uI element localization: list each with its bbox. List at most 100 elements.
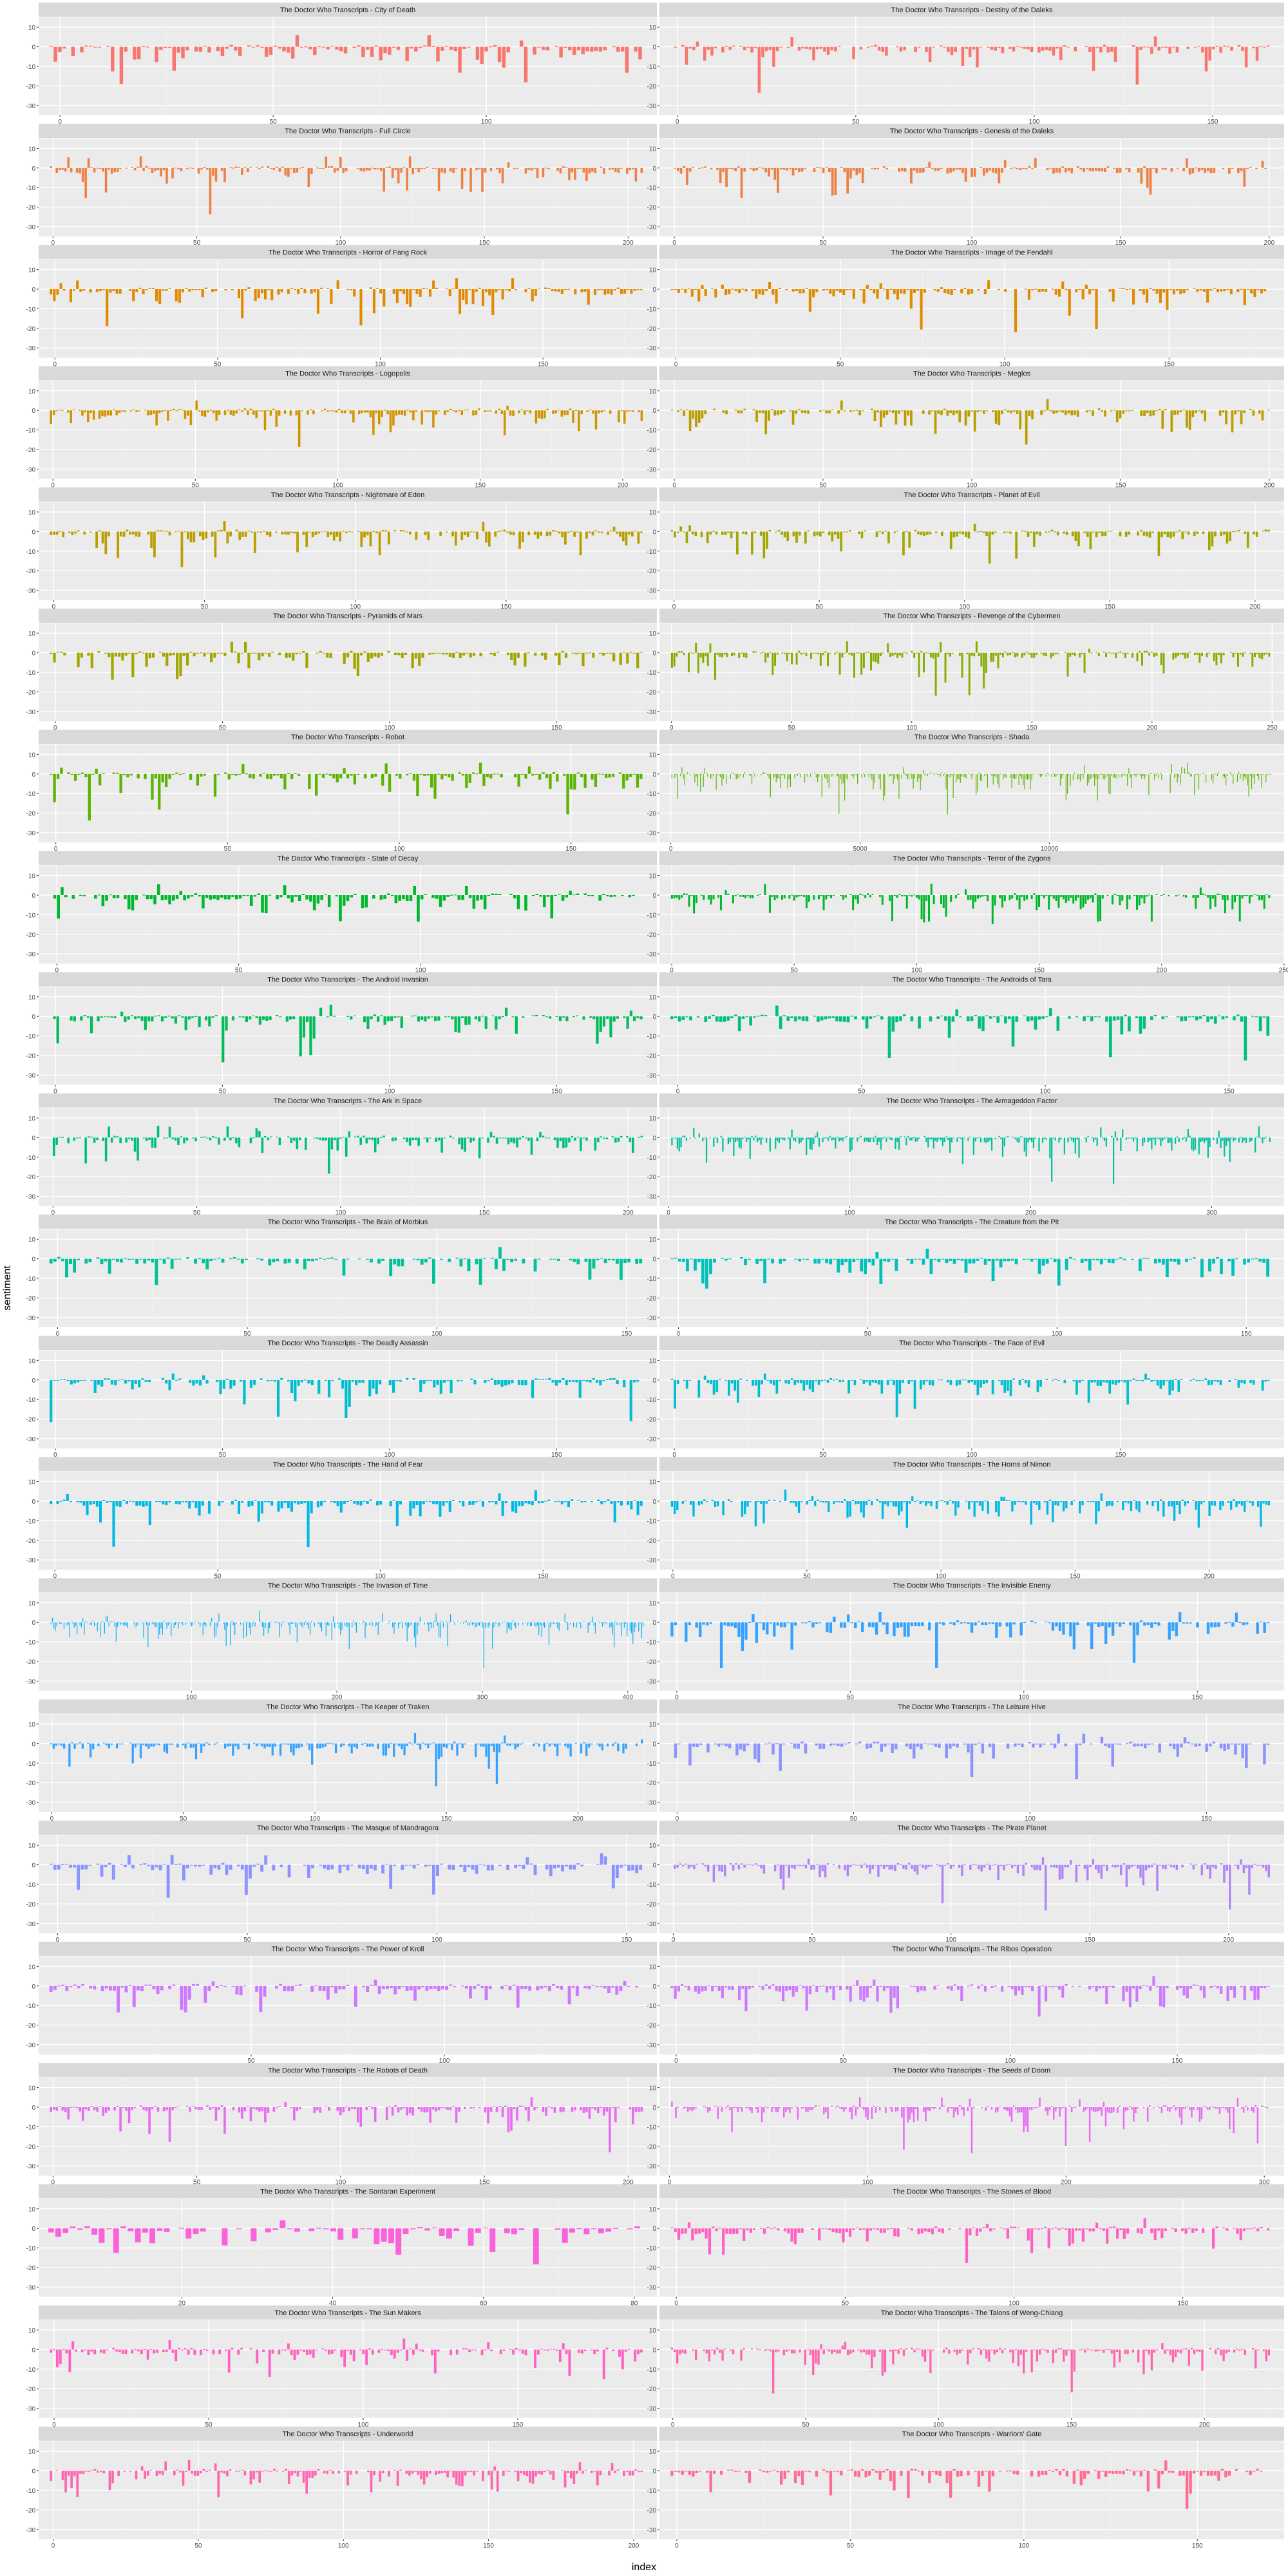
sentiment-bar xyxy=(934,652,937,696)
sentiment-bar xyxy=(1144,1374,1147,1380)
sentiment-bar xyxy=(1107,773,1108,775)
y-tick-label: -30 xyxy=(647,224,657,231)
sentiment-bar xyxy=(721,46,724,53)
sentiment-bar xyxy=(1054,773,1056,777)
sentiment-bar xyxy=(130,1015,133,1017)
sentiment-bar xyxy=(167,410,169,421)
sentiment-bar xyxy=(505,1007,508,1017)
sentiment-bar xyxy=(554,531,558,532)
sentiment-bar xyxy=(89,531,92,533)
sentiment-bar xyxy=(782,167,786,170)
sentiment-bar xyxy=(700,895,703,896)
sentiment-bar xyxy=(1162,652,1165,674)
sentiment-bar xyxy=(996,1016,1000,1023)
sentiment-bar xyxy=(1143,410,1146,416)
sentiment-bar xyxy=(475,46,480,60)
sentiment-bar xyxy=(632,167,634,170)
x-tick-label: 0 xyxy=(55,967,59,974)
sentiment-bar xyxy=(840,895,842,896)
sentiment-bar xyxy=(594,167,597,173)
sentiment-bar xyxy=(269,531,272,537)
sentiment-bar xyxy=(1264,167,1267,169)
sentiment-bar xyxy=(768,46,772,50)
x-tick-label: 150 xyxy=(501,603,512,611)
sentiment-bar xyxy=(471,289,475,305)
sentiment-bar xyxy=(842,773,844,784)
sentiment-bar xyxy=(1198,1379,1201,1381)
sentiment-bar xyxy=(50,289,53,295)
sentiment-bar xyxy=(1246,167,1249,169)
sentiment-bar xyxy=(721,652,724,658)
sentiment-bar xyxy=(971,773,972,780)
sentiment-bar xyxy=(1124,531,1128,537)
sentiment-bar xyxy=(379,167,383,171)
sentiment-bar xyxy=(1081,652,1083,654)
sentiment-bar xyxy=(339,1137,342,1139)
sentiment-bar xyxy=(764,167,768,173)
sentiment-bar xyxy=(849,289,852,290)
sentiment-bar xyxy=(685,531,688,544)
sentiment-bar xyxy=(313,46,317,55)
sentiment-bar xyxy=(679,167,683,174)
sentiment-bar xyxy=(743,773,744,778)
sentiment-bar xyxy=(937,1379,940,1381)
sentiment-bar xyxy=(914,46,917,53)
sentiment-bar xyxy=(309,1016,312,1056)
sentiment-bar xyxy=(1211,895,1214,899)
sentiment-bar xyxy=(1219,46,1222,53)
sentiment-bar xyxy=(391,167,394,178)
sentiment-bar xyxy=(231,1016,235,1021)
sentiment-bar xyxy=(401,1258,404,1267)
sentiment-bar xyxy=(238,46,242,56)
sentiment-bar xyxy=(1213,1016,1217,1024)
sentiment-bar xyxy=(1204,1137,1206,1144)
sentiment-bar xyxy=(812,46,815,61)
sentiment-bar xyxy=(1001,895,1004,908)
sentiment-bar xyxy=(905,652,908,654)
sentiment-bar xyxy=(881,531,884,535)
sentiment-bar xyxy=(1092,167,1094,172)
sentiment-bar xyxy=(1223,289,1226,292)
sentiment-bar xyxy=(484,1016,488,1029)
sentiment-bar xyxy=(265,531,269,536)
sentiment-bar xyxy=(366,410,369,413)
sentiment-bar xyxy=(467,46,471,48)
sentiment-bar xyxy=(1258,1126,1260,1138)
sentiment-bar xyxy=(133,1137,137,1152)
sentiment-bar xyxy=(466,652,469,654)
sentiment-bar xyxy=(628,531,631,535)
sentiment-bar xyxy=(985,531,988,536)
facet-title: The Doctor Who Transcripts - State of De… xyxy=(278,855,419,862)
sentiment-bar xyxy=(1160,531,1163,538)
sentiment-bar xyxy=(122,773,126,775)
sentiment-bar xyxy=(200,773,203,777)
sentiment-bar xyxy=(429,410,432,412)
sentiment-bar xyxy=(436,46,440,62)
sentiment-bar xyxy=(832,1379,835,1381)
sentiment-bar xyxy=(988,531,991,564)
sentiment-bar xyxy=(189,773,193,780)
sentiment-bar xyxy=(758,1137,760,1141)
sentiment-bar xyxy=(1105,1137,1107,1147)
sentiment-bar xyxy=(957,773,958,780)
sentiment-bar xyxy=(335,410,338,413)
sentiment-bar xyxy=(1165,1016,1168,1018)
sentiment-bar xyxy=(310,289,313,294)
sentiment-bar xyxy=(1030,895,1033,900)
sentiment-bar xyxy=(495,893,498,895)
sentiment-bar xyxy=(848,1258,852,1273)
sentiment-bar xyxy=(844,773,846,801)
sentiment-bar xyxy=(1084,285,1088,289)
sentiment-bar xyxy=(566,773,569,815)
sentiment-bar xyxy=(154,167,156,171)
y-tick-label: 10 xyxy=(649,994,657,1001)
sentiment-bar xyxy=(1258,410,1261,414)
sentiment-bar xyxy=(383,895,386,899)
sentiment-bar xyxy=(1038,1137,1040,1151)
sentiment-bar xyxy=(320,531,323,533)
sentiment-bar xyxy=(786,167,788,171)
sentiment-bar xyxy=(1071,652,1074,655)
sentiment-bar xyxy=(692,410,695,419)
sentiment-bar xyxy=(712,1014,715,1017)
sentiment-bar xyxy=(972,1137,974,1155)
